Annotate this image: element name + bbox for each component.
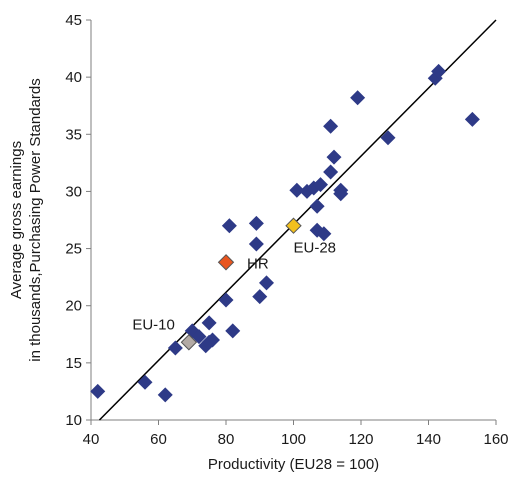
axis-labels: 10 15 20 25 30 35 40 45 40 60 80 100 120 140 160 Produc… [8,12,509,473]
country-point [137,374,153,390]
x-tick-label: 80 [218,431,235,448]
country-point [218,292,234,308]
x-tick-label: 40 [83,431,100,448]
country-point [289,182,305,198]
country-point [380,130,396,146]
country-point [313,177,328,193]
eu28-label: EU-28 [294,240,337,257]
x-tick-label: 120 [348,431,373,448]
country-point [191,329,207,345]
y-tick-label: 15 [65,355,82,372]
x-tick-label: 60 [150,431,167,448]
y-tick-label: 25 [65,241,82,258]
country-point [259,275,274,291]
y-tick-label: 40 [65,69,82,86]
y-tick-label: 45 [65,12,82,29]
y-tick-label: 35 [65,126,82,143]
trendline [98,19,497,421]
plot-area [86,19,497,425]
country-point [248,236,264,252]
country-point [205,332,220,348]
country-point [252,289,268,305]
x-tick-label: 100 [281,431,306,448]
country-point [90,383,106,399]
hr-label: HR [247,255,269,272]
eu10-label: EU-10 [132,316,175,333]
country-point [201,315,217,331]
country-point [309,198,325,214]
country-point [350,90,366,106]
y-tick-label: 20 [65,298,82,315]
x-tick-label: 140 [416,431,441,448]
country-point [167,340,183,356]
y-axis-title-line: Average gross earnings [8,141,25,299]
x-tick-label: 160 [483,431,508,448]
country-point [333,182,349,198]
y-axis-title-line: in thousands,Purchasing Power Standards [27,78,44,362]
country-point [464,111,480,127]
eu10-point [180,334,198,351]
y-tick-label: 10 [65,412,82,429]
y-tick-label: 30 [65,183,82,200]
country-point [323,118,339,134]
country-point [316,226,332,242]
x-axis-title: Productivity (EU28 = 100) [208,456,379,473]
hr-point [217,254,235,271]
country-point [431,63,447,79]
country-point [326,149,342,165]
country-point [157,387,173,403]
country-point [225,323,241,339]
eu28-point [285,217,302,234]
country-point [221,218,237,234]
country-point [323,164,339,180]
country-point [248,215,264,231]
